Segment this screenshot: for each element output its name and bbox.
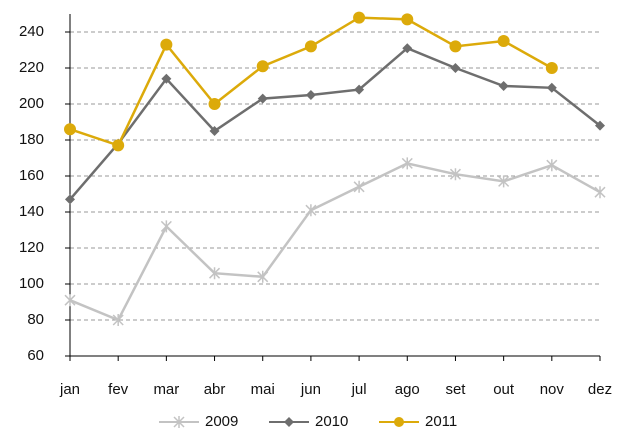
x-tick-label: nov (540, 381, 565, 398)
y-tick-label: 200 (19, 95, 44, 112)
legend-label: 2009 (205, 413, 238, 430)
point (209, 267, 221, 280)
x-tick-label: mar (153, 381, 179, 398)
point (112, 139, 125, 152)
point (401, 157, 413, 170)
point (449, 168, 461, 181)
point (498, 175, 510, 188)
y-tick-label: 160 (19, 167, 44, 184)
series-line (69, 46, 601, 201)
y-tick-label: 240 (19, 23, 44, 40)
y-tick-label: 140 (19, 203, 44, 220)
y-tick-label: 80 (27, 311, 44, 328)
point (353, 11, 366, 24)
y-tick-label: 60 (27, 347, 44, 364)
x-tick-label: mai (251, 381, 275, 398)
y-tick-label: 120 (19, 239, 44, 256)
point (594, 186, 606, 199)
x-tick-label: jun (300, 381, 321, 398)
point (354, 84, 365, 95)
x-tick-label: set (445, 381, 466, 398)
point (450, 63, 461, 73)
point (209, 126, 220, 136)
legend-item: 2010 (269, 413, 348, 430)
x-tick-label: fev (108, 381, 129, 398)
point (160, 38, 173, 51)
legend-marker (173, 416, 185, 428)
point (401, 13, 414, 26)
series-line (69, 16, 553, 147)
y-tick-label: 220 (19, 59, 44, 76)
x-tick-label: jan (59, 381, 80, 398)
series (65, 43, 605, 205)
point (353, 180, 365, 193)
point (546, 82, 557, 93)
point (208, 98, 221, 110)
legend-marker (394, 417, 404, 427)
point (497, 35, 510, 47)
legend-label: 2010 (315, 413, 348, 430)
point (305, 90, 316, 100)
point (402, 43, 413, 54)
point (256, 60, 269, 73)
legend-item: 2009 (159, 413, 238, 430)
x-tick-label: jul (351, 381, 367, 398)
point (305, 204, 317, 217)
point (112, 314, 124, 326)
point (498, 81, 509, 91)
y-tick-label: 180 (19, 131, 44, 148)
x-tick-label: ago (395, 381, 420, 398)
point (449, 40, 462, 53)
point (257, 93, 268, 104)
legend-item: 2011 (379, 413, 457, 430)
point (257, 270, 269, 283)
point (64, 294, 76, 307)
legend-marker (284, 417, 294, 427)
point (160, 220, 172, 233)
point (546, 159, 558, 172)
point (595, 120, 605, 131)
point (161, 73, 172, 84)
point (545, 62, 558, 74)
legend-label: 2011 (425, 413, 457, 430)
series-line (69, 162, 601, 322)
y-tick-label: 100 (19, 275, 44, 292)
point (304, 40, 317, 53)
series (64, 157, 606, 326)
point (65, 194, 75, 205)
x-tick-label: dez (588, 381, 612, 398)
point (64, 123, 76, 136)
series (64, 11, 558, 152)
x-tick-label: out (493, 381, 515, 398)
x-tick-label: abr (204, 381, 226, 398)
